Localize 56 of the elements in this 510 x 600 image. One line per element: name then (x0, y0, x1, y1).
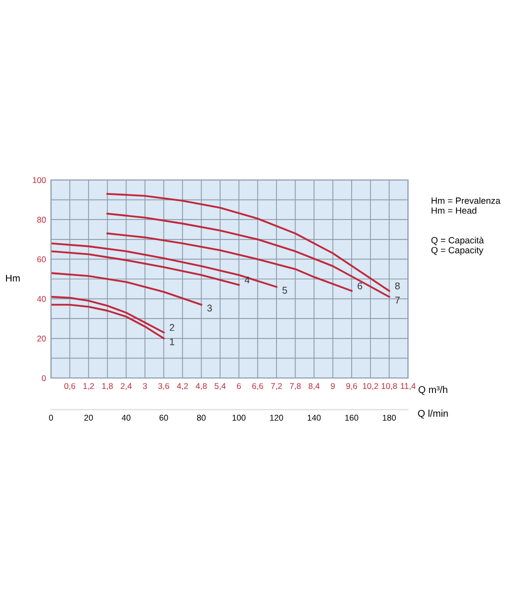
x-tick-label: 7,8 (290, 383, 301, 390)
x-tick-label: 4,2 (176, 383, 188, 390)
text: Hm = Head (432, 207, 476, 214)
series-label: 2 (170, 324, 174, 331)
x-tick-label: 3 (142, 383, 147, 389)
line-series (51, 250, 240, 286)
line-series (51, 242, 278, 288)
y-tick-label: 60 (37, 256, 46, 262)
x-tick-label: 10,2 (362, 383, 378, 390)
line-series (51, 272, 202, 306)
x2-tick-label: 20 (84, 414, 93, 421)
series-label: 1 (170, 338, 174, 346)
line-series (106, 212, 390, 298)
x-axis-title: Q m³/h (418, 386, 448, 395)
x2-tick-label: 120 (270, 414, 284, 421)
x2-tick-label: 40 (122, 414, 130, 421)
text: Q = Capacity (431, 246, 484, 256)
series-label: 6 (358, 282, 362, 290)
x-tick-label: 10,8 (382, 383, 397, 390)
series-label: 4 (244, 276, 250, 284)
series-label: 7 (395, 296, 400, 304)
x-tick-label: 5,4 (214, 383, 226, 390)
x2-tick-label: 60 (160, 414, 168, 421)
y-tick-label: 20 (37, 336, 46, 342)
series-label: 5 (282, 286, 288, 294)
y-axis-title: Hm (6, 274, 20, 282)
x-tick-label: 2,4 (120, 383, 132, 390)
x-tick-label: 4,8 (196, 383, 207, 390)
x2-tick-label: 160 (345, 414, 358, 421)
x-tick-label: 0,6 (64, 383, 76, 390)
x-tick-label: 11,4 (400, 383, 416, 390)
x-tick-label: 9,6 (346, 383, 358, 390)
x2-axis-title: Q l/min (418, 410, 448, 419)
x-tick-label: 8,4 (308, 383, 320, 390)
x-tick-label: 6,6 (252, 383, 264, 390)
line-series (106, 192, 390, 292)
x2-tick-label: 100 (232, 414, 246, 421)
text: Hm = Prevalenza (432, 197, 500, 204)
series-label: 3 (207, 304, 212, 312)
x-tick-label: 6 (237, 383, 241, 389)
x-tick-label: 3,6 (158, 383, 170, 390)
x-tick-label: 7,2 (271, 383, 282, 390)
y-tick-label: 0 (42, 375, 46, 382)
x2-tick-label: 0 (49, 414, 53, 421)
line-series (106, 232, 353, 292)
y-tick-label: 80 (37, 216, 46, 223)
x2-tick-label: 140 (308, 414, 321, 421)
x-tick-label: 9 (330, 383, 335, 389)
y-tick-label: 100 (32, 177, 46, 184)
text: Q = Capacità (431, 236, 484, 246)
series-label: 8 (395, 282, 400, 290)
y-tick-label: 40 (37, 296, 46, 302)
x-tick-label: 1,8 (102, 383, 113, 390)
x2-tick-label: 80 (197, 414, 206, 421)
x2-tick-label: 180 (382, 414, 396, 421)
x-tick-label: 1,2 (83, 383, 94, 390)
